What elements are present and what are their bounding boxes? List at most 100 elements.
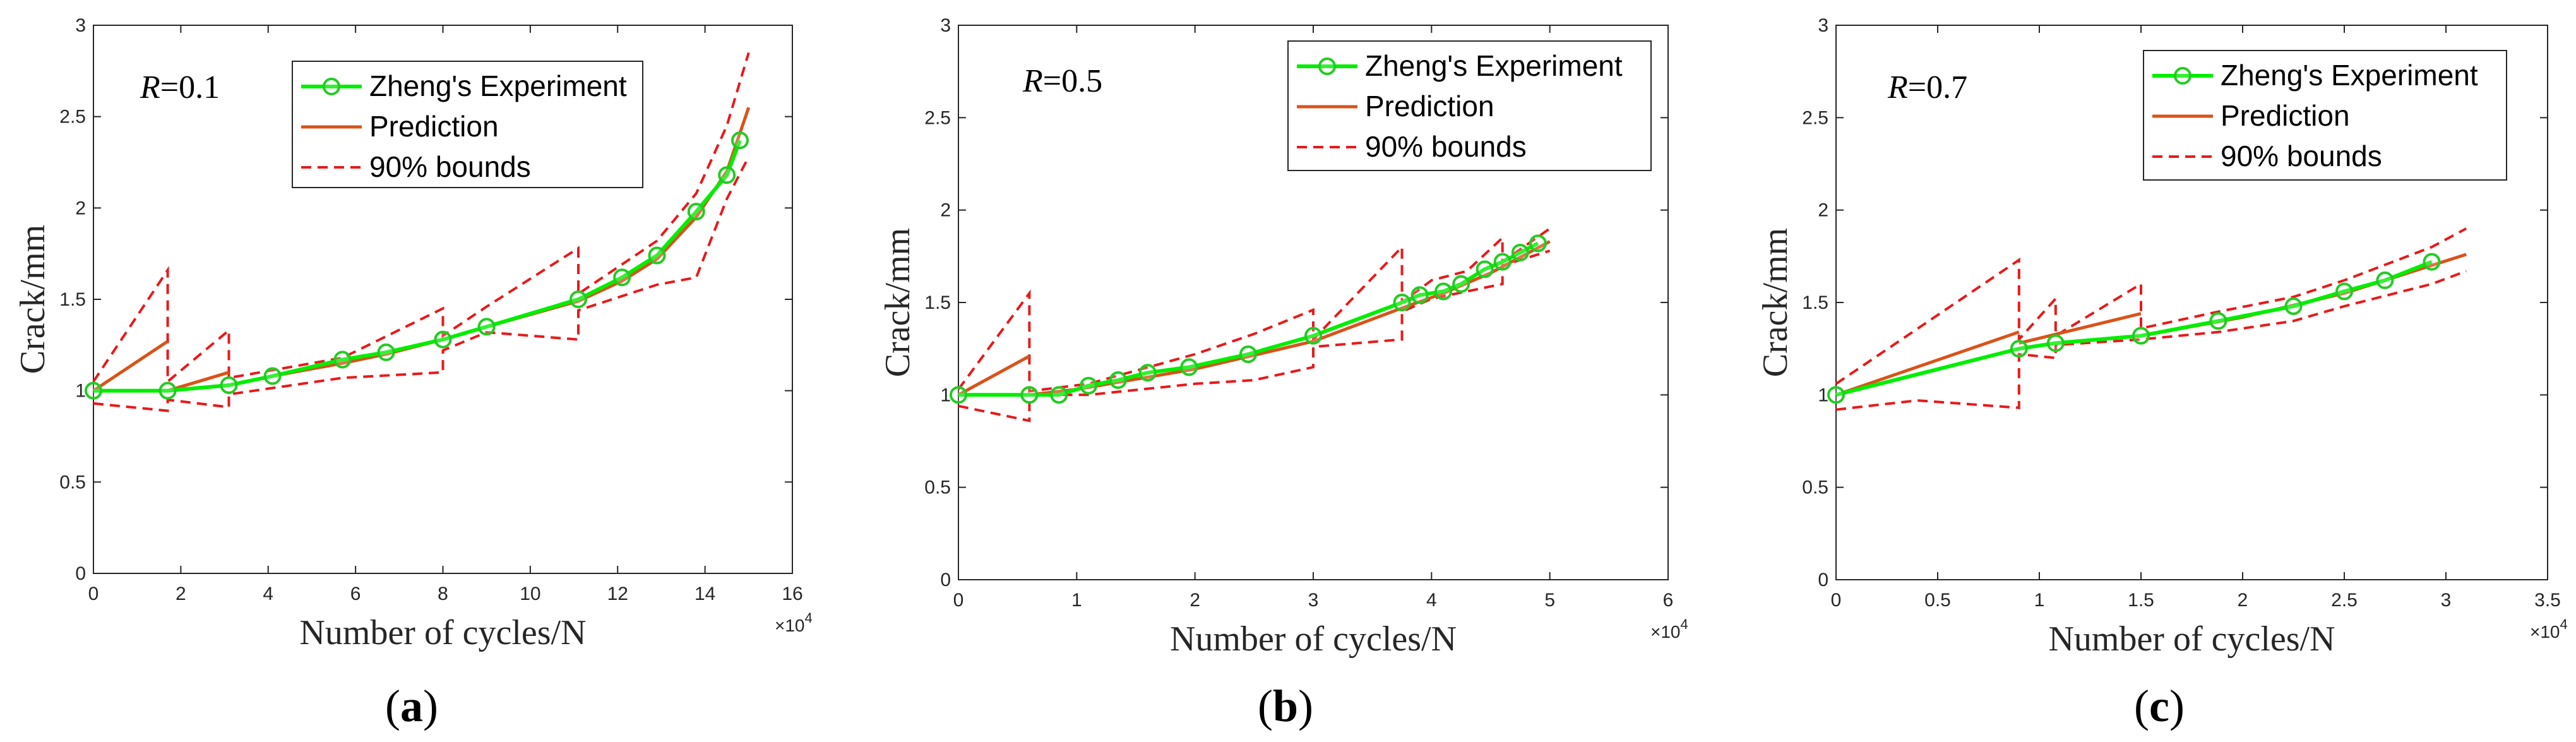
- x-exponent: 4: [2560, 616, 2568, 632]
- x-tick-label: 12: [607, 583, 628, 604]
- legend: Zheng's Experiment Prediction 90% bounds: [292, 61, 643, 188]
- x-multiplier: ×104: [775, 610, 813, 635]
- y-tick-label: 2: [940, 200, 951, 221]
- prediction-line-segment: [1835, 330, 2020, 397]
- x-tick-label: 4: [1426, 590, 1437, 611]
- x-tick-label: 2: [176, 583, 186, 604]
- x-axis-label: Number of cycles/N: [299, 613, 586, 652]
- experiment-point: [1476, 260, 1494, 278]
- experiment-point: [263, 367, 282, 385]
- y-tick-label: 1: [940, 385, 951, 405]
- panel-label-paren-open: (: [1258, 681, 1273, 731]
- experiment-point: [2010, 340, 2028, 358]
- x-tick-label: 14: [695, 583, 715, 604]
- y-tick-label: 1.5: [1802, 292, 1828, 313]
- y-tick-label: 2: [1818, 200, 1828, 221]
- x-multiplier: ×104: [1650, 616, 1688, 642]
- r-value: =0.7: [1908, 69, 1967, 105]
- experiment-point: [477, 318, 496, 336]
- legend: Zheng's Experiment Prediction 90% bounds: [1287, 40, 1652, 171]
- x-tick-label: 0: [88, 583, 99, 604]
- y-axis-label: Crack/mm: [878, 228, 917, 377]
- experiment-point: [1080, 376, 1098, 395]
- panel-label: (c): [2134, 681, 2185, 731]
- experiment-point: [718, 166, 736, 184]
- panel-label-letter: a: [400, 681, 423, 731]
- y-tick-label: 3: [1818, 15, 1828, 36]
- y-tick-label: 3: [75, 15, 86, 36]
- experiment-point: [377, 343, 395, 361]
- legend-experiment-label: Zheng's Experiment: [369, 69, 627, 102]
- experiment-point: [1452, 275, 1470, 293]
- experiment-point: [569, 290, 587, 308]
- legend-experiment-label: Zheng's Experiment: [2221, 59, 2478, 92]
- experiment-point: [1050, 386, 1068, 404]
- legend: Zheng's Experiment Prediction 90% bounds: [2143, 50, 2507, 181]
- experiment-point: [1138, 364, 1157, 382]
- y-tick-label: 1: [75, 381, 86, 402]
- x-tick-label: 16: [782, 583, 802, 604]
- x-tick-label: 1.5: [2128, 590, 2154, 611]
- experiment-point: [1410, 286, 1429, 304]
- legend-experiment-marker: [1318, 57, 1336, 75]
- x-tick-label: 4: [263, 583, 273, 604]
- legend-bounds-label: 90% bounds: [2221, 140, 2382, 172]
- y-tick-label: 1.5: [924, 292, 951, 313]
- x-axis-label: Number of cycles/N: [2048, 619, 2335, 659]
- x-tick-label: 3: [1308, 590, 1319, 611]
- x-tick-label: 2: [2238, 590, 2248, 611]
- experiment-point: [1434, 282, 1453, 301]
- r-symbol: R: [1022, 63, 1043, 99]
- panel-label-paren-open: (: [385, 681, 400, 731]
- r-label: R=0.7: [1887, 69, 1967, 105]
- x-axis-label: Number of cycles/N: [1170, 619, 1457, 659]
- experiment-point: [2132, 326, 2150, 345]
- x-tick-label: 5: [1544, 590, 1555, 611]
- x-tick-label: 2: [1190, 590, 1200, 611]
- experiment-point: [950, 386, 967, 404]
- legend-prediction-label: Prediction: [1365, 90, 1494, 123]
- x-tick-label: 1: [1071, 590, 1082, 611]
- y-tick-label: 0.5: [59, 472, 86, 493]
- experiment-point: [613, 268, 631, 287]
- experiment-point: [2209, 312, 2227, 330]
- panel-c: 0 0.5 1 1.5 2 2.5 3 3.5 0 0.5 1 1.5 2 2.5 3 Number of c…: [1756, 15, 2568, 731]
- bounds-lower-line: [1835, 270, 2467, 411]
- experiment-point: [434, 330, 452, 349]
- x-tick-label: 3.5: [2534, 590, 2561, 611]
- prediction-line-segment: [2018, 312, 2142, 345]
- panel-label-paren-close: ): [1298, 681, 1313, 731]
- experiment-point: [1511, 243, 1529, 261]
- x-tick-label: 2.5: [2331, 590, 2358, 611]
- experiment-point: [1304, 326, 1322, 345]
- panel-label-paren-open: (: [2134, 681, 2149, 731]
- x-multiplier: ×104: [2530, 616, 2568, 642]
- x-tick-label: 0.5: [1924, 590, 1951, 611]
- experiment-point: [730, 131, 749, 150]
- x-exponent: 4: [805, 610, 813, 626]
- experiment-point: [1109, 371, 1127, 389]
- r-symbol: R: [1887, 69, 1908, 105]
- x-exponent: 4: [1681, 616, 1688, 632]
- experiment-point: [2423, 253, 2441, 271]
- experiment-point: [1493, 253, 1512, 271]
- experiment-point: [1180, 358, 1198, 376]
- experiment-point: [1239, 345, 1257, 363]
- panel-label-letter: b: [1273, 681, 1298, 731]
- experiment-point: [687, 203, 705, 221]
- y-tick-label: 3: [940, 15, 951, 36]
- experiment-point: [220, 376, 238, 394]
- legend-bounds-label: 90% bounds: [1365, 130, 1527, 163]
- panel-label-letter: c: [2149, 681, 2169, 731]
- y-tick-label: 0: [75, 563, 86, 584]
- x-tick-label: 6: [1663, 590, 1674, 611]
- legend-experiment-label: Zheng's Experiment: [1365, 49, 1623, 82]
- experiment-line: [1835, 260, 2433, 397]
- experiment-point: [2376, 271, 2394, 289]
- bounds-upper-line: [957, 227, 1551, 393]
- legend-bounds-label: 90% bounds: [369, 150, 531, 183]
- x-tick-label: 10: [520, 583, 540, 604]
- experiment-point: [2046, 334, 2065, 352]
- y-axis-label: Crack/mm: [13, 225, 52, 374]
- experiment-point: [1827, 386, 1845, 404]
